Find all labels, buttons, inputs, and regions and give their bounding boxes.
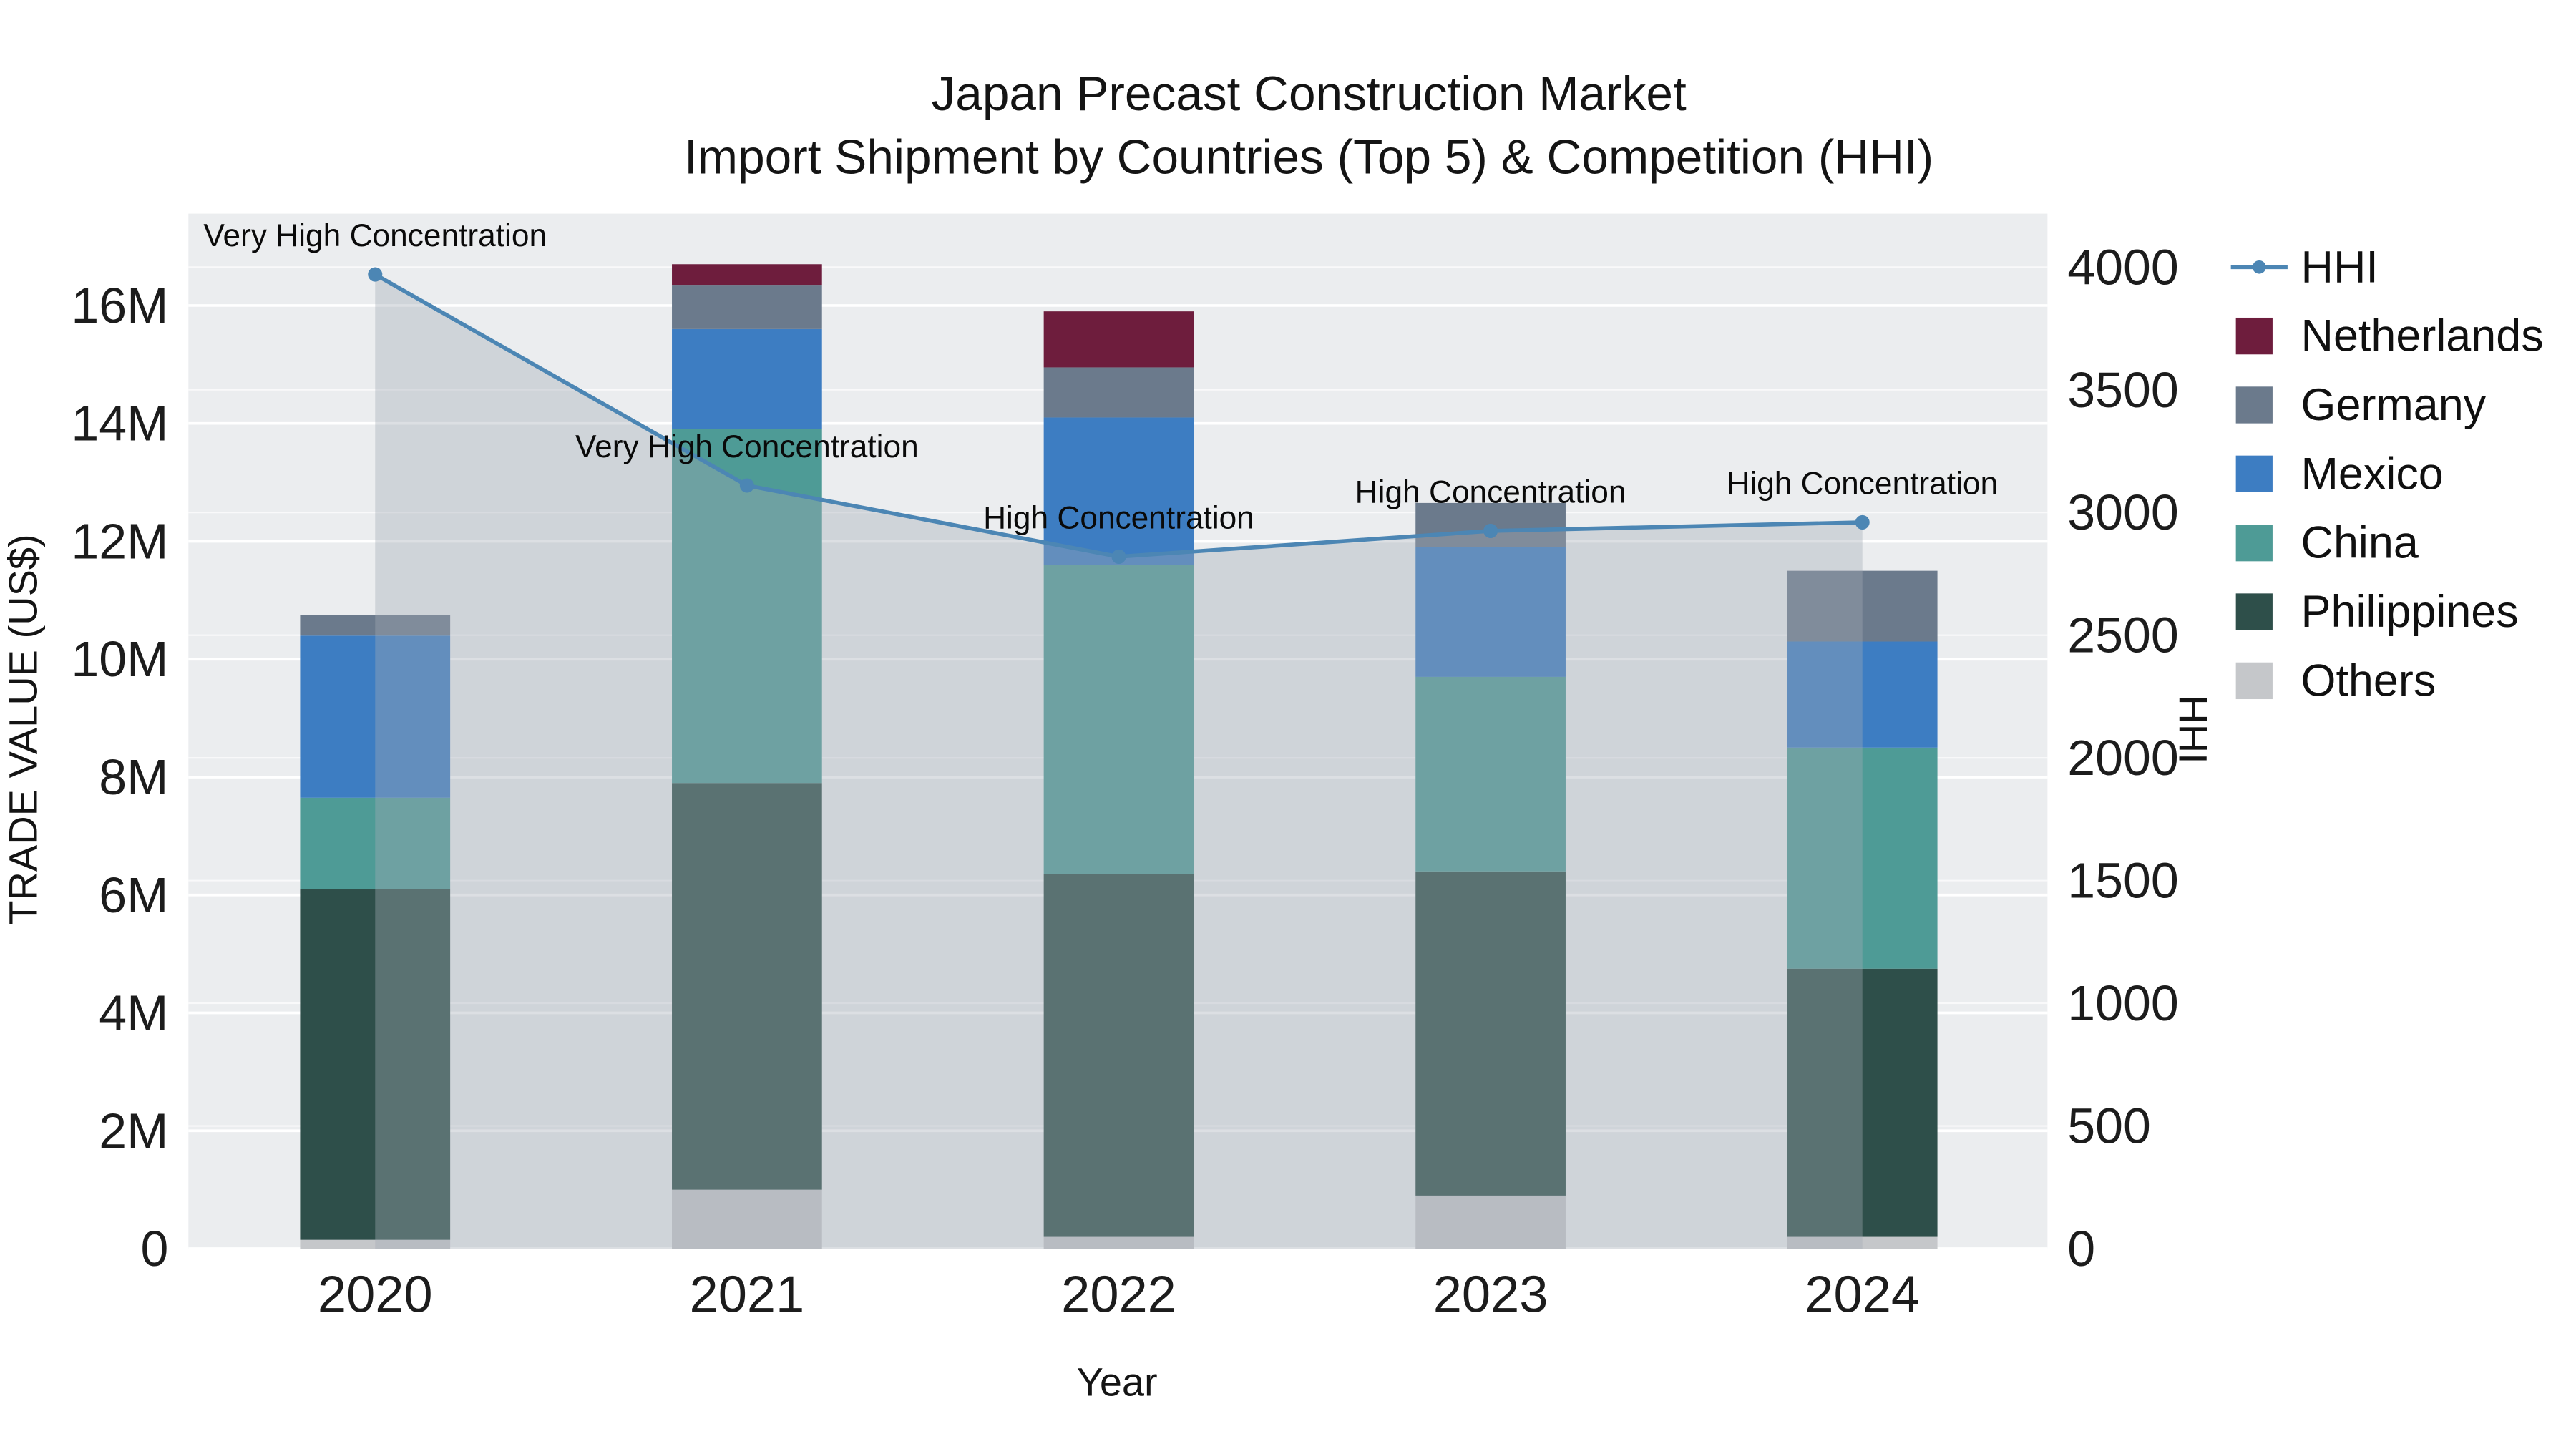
bar-segment-netherlands-2022[interactable] <box>1043 311 1194 368</box>
plot-layer: Very High Concentration Very High Concent… <box>71 213 2179 1324</box>
legend-label: Mexico <box>2301 449 2444 499</box>
annotation-2021: Very High Concentration <box>575 429 919 464</box>
right-tick-label: 1000 <box>2067 975 2178 1031</box>
hhi-marker-2022[interactable] <box>1111 549 1126 564</box>
legend-label: Philippines <box>2301 587 2519 637</box>
left-tick-label: 8M <box>99 749 168 805</box>
bar-segment-mexico-2022[interactable] <box>1043 417 1194 565</box>
hhi-marker-2024[interactable] <box>1855 514 1870 530</box>
legend-swatch-icon <box>2235 455 2273 492</box>
annotation-2023: High Concentration <box>1355 474 1626 509</box>
legend-item-others[interactable]: Others <box>2235 655 2436 706</box>
legend-swatch-icon <box>2235 317 2273 355</box>
legend-item-germany[interactable]: Germany <box>2235 380 2487 430</box>
legend-swatch-icon <box>2235 525 2273 562</box>
bar-segment-mexico-2020[interactable] <box>300 635 451 798</box>
left-tick-label: 16M <box>71 278 168 333</box>
chart-title-line2: Import Shipment by Countries (Top 5) & C… <box>684 131 1933 185</box>
bar-segment-others-2021[interactable] <box>672 1189 822 1249</box>
hhi-marker-2020[interactable] <box>368 267 383 282</box>
legend-label: HHI <box>2301 242 2379 292</box>
bar-segment-philippines-2020[interactable] <box>300 889 451 1240</box>
annotation-2022: High Concentration <box>983 500 1254 535</box>
bar-segment-others-2024[interactable] <box>1787 1236 1938 1249</box>
bar-segment-philippines-2021[interactable] <box>672 783 822 1190</box>
legend-label: Netherlands <box>2301 311 2544 361</box>
left-tick-label: 0 <box>140 1221 168 1277</box>
bar-segment-others-2023[interactable] <box>1415 1195 1566 1249</box>
legend-label: China <box>2301 518 2419 568</box>
bar-segment-germany-2024[interactable] <box>1787 570 1938 642</box>
legend-label: Others <box>2301 655 2436 706</box>
left-tick-label: 6M <box>99 867 168 923</box>
legend-swatch-icon <box>2235 386 2273 424</box>
left-tick-label: 14M <box>71 396 168 452</box>
bar-segment-germany-2020[interactable] <box>300 615 451 636</box>
hhi-marker-2023[interactable] <box>1483 523 1498 538</box>
right-tick-label: 2000 <box>2067 730 2178 786</box>
x-tick-label-2024: 2024 <box>1805 1267 1920 1324</box>
bar-segment-china-2022[interactable] <box>1043 565 1194 874</box>
legend-swatch-icon <box>2235 593 2273 630</box>
bar-segment-philippines-2023[interactable] <box>1415 871 1566 1196</box>
bar-segment-germany-2021[interactable] <box>672 285 822 329</box>
left-tick-label: 10M <box>71 631 168 687</box>
right-tick-label: 1500 <box>2067 853 2178 909</box>
bar-segment-china-2024[interactable] <box>1787 747 1938 969</box>
right-tick-label: 500 <box>2067 1098 2151 1154</box>
left-tick-label: 2M <box>99 1103 168 1158</box>
legend-label: Germany <box>2301 380 2487 430</box>
right-tick-label: 3000 <box>2067 484 2178 540</box>
legend-item-philippines[interactable]: Philippines <box>2235 587 2519 637</box>
legend-marker-icon <box>2252 260 2266 274</box>
annotation-2020: Very High Concentration <box>203 218 547 253</box>
bar-segment-mexico-2024[interactable] <box>1787 641 1938 748</box>
bar-segment-philippines-2024[interactable] <box>1787 968 1938 1237</box>
x-tick-label-2021: 2021 <box>690 1267 805 1324</box>
bar-segment-others-2020[interactable] <box>300 1239 451 1249</box>
x-tick-label-2020: 2020 <box>318 1267 433 1324</box>
right-tick-label: 4000 <box>2067 239 2178 295</box>
left-axis-title: TRADE VALUE (US$) <box>0 534 45 924</box>
right-tick-label: 2500 <box>2067 608 2178 663</box>
annotation-2024: High Concentration <box>1727 466 1998 501</box>
left-tick-label: 12M <box>71 513 168 569</box>
hhi-area-fill <box>375 274 1863 1249</box>
legend-item-mexico[interactable]: Mexico <box>2235 449 2444 499</box>
left-tick-label: 4M <box>99 985 168 1040</box>
x-axis-title: Year <box>1077 1359 1158 1404</box>
legend-item-hhi[interactable]: HHI <box>2230 242 2379 292</box>
chart-title-line1: Japan Precast Construction Market <box>931 67 1687 121</box>
legend: HHI Netherlands Germany Mexico China Philippi… <box>2230 242 2544 706</box>
right-tick-label: 0 <box>2067 1221 2095 1277</box>
bar-segment-china-2020[interactable] <box>300 797 451 889</box>
hhi-marker-2021[interactable] <box>739 478 754 493</box>
x-tick-label-2022: 2022 <box>1061 1267 1176 1324</box>
bar-segment-germany-2022[interactable] <box>1043 367 1194 418</box>
legend-swatch-icon <box>2235 662 2273 700</box>
bar-segment-china-2023[interactable] <box>1415 676 1566 872</box>
right-tick-label: 3500 <box>2067 362 2178 418</box>
bar-segment-philippines-2022[interactable] <box>1043 874 1194 1237</box>
right-axis-title: HHI <box>2170 695 2215 763</box>
bar-segment-mexico-2021[interactable] <box>672 328 822 429</box>
bar-segment-mexico-2023[interactable] <box>1415 547 1566 677</box>
legend-item-netherlands[interactable]: Netherlands <box>2235 311 2544 361</box>
legend-item-china[interactable]: China <box>2235 518 2419 568</box>
x-tick-label-2023: 2023 <box>1433 1267 1548 1324</box>
bar-segment-others-2022[interactable] <box>1043 1236 1194 1249</box>
bar-segment-netherlands-2021[interactable] <box>672 264 822 286</box>
